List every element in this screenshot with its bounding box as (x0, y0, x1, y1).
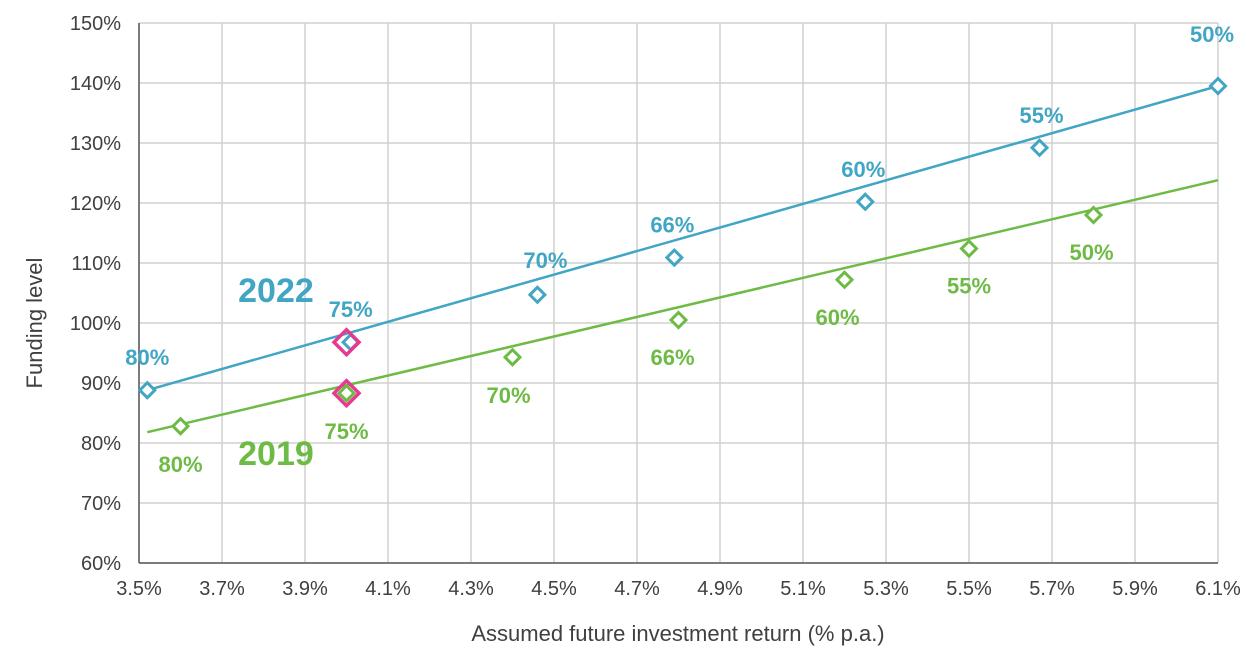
data-point-2019 (959, 238, 979, 259)
data-label-2019: 55% (947, 274, 991, 299)
x-tick-label: 4.3% (448, 578, 494, 600)
data-point-2022 (855, 192, 875, 212)
axes: 3.5% 3.7% 3.9% 4.1% 4.3% 4.5% 4.7% 4.9% 5.1% 5.3%… (70, 13, 1241, 600)
series-layer (137, 76, 1228, 436)
x-tick-label: 5.5% (946, 578, 992, 600)
x-tick-label: 4.7% (614, 578, 660, 600)
data-point-2022 (664, 247, 684, 268)
y-tick-label: 60% (81, 553, 121, 575)
y-tick-label: 70% (81, 493, 121, 515)
data-label-2022: 60% (841, 157, 885, 182)
y-axis-title: Funding level (22, 258, 47, 389)
x-tick-label: 3.9% (282, 578, 328, 600)
x-tick-label: 5.7% (1029, 578, 1075, 600)
x-tick-label: 6.1% (1195, 578, 1241, 600)
data-label-2022: 70% (523, 248, 567, 273)
data-point-2019 (170, 416, 191, 436)
point-labels: 80% 75% 70% 66% 60% 55% 50% 80% 75% 70% 66% 60% 55% 5… (125, 22, 1234, 477)
x-tick-label: 5.9% (1112, 578, 1158, 600)
data-point-2022 (137, 380, 157, 400)
y-tick-label: 80% (81, 433, 121, 455)
data-point-2019 (336, 383, 357, 403)
series-name-2019: 2019 (238, 435, 314, 473)
y-tick-label: 110% (71, 253, 121, 275)
data-point-2022 (1029, 138, 1050, 158)
data-label-2022: 66% (650, 213, 694, 238)
highlight-marker (331, 327, 362, 358)
data-label-2019: 70% (486, 383, 530, 408)
data-label-2022: 80% (125, 345, 169, 370)
data-point-2022 (527, 285, 548, 305)
y-tick-label: 120% (70, 193, 121, 215)
y-tick-label: 150% (70, 13, 121, 35)
data-label-2022: 55% (1020, 103, 1064, 128)
data-label-2019: 80% (158, 452, 202, 477)
data-label-2022: 50% (1190, 22, 1234, 47)
data-point-2019 (502, 347, 523, 367)
x-tick-label: 4.9% (697, 578, 743, 600)
x-tick-label: 4.1% (365, 578, 411, 600)
data-label-2022: 75% (329, 297, 373, 322)
highlight-marker (331, 378, 362, 409)
series-line-2022 (146, 84, 1219, 392)
x-axis-title: Assumed future investment return (% p.a.… (471, 621, 884, 646)
data-point-2019 (1083, 205, 1104, 225)
data-label-2019: 75% (324, 419, 368, 444)
series-name-2022: 2022 (238, 272, 314, 310)
data-point-2019 (834, 270, 855, 290)
x-tick-label: 5.1% (780, 578, 826, 600)
y-tick-label: 100% (70, 313, 121, 335)
data-point-2019 (668, 310, 689, 330)
data-point-2022 (1208, 76, 1228, 96)
series-line-2019 (147, 178, 1219, 434)
x-tick-label: 5.3% (863, 578, 909, 600)
x-tick-label: 3.7% (199, 578, 245, 600)
x-tick-label: 3.5% (116, 578, 162, 600)
data-label-2019: 66% (650, 345, 694, 370)
y-tick-label: 140% (70, 73, 121, 95)
y-tick-label: 90% (81, 373, 121, 395)
data-label-2019: 50% (1069, 240, 1113, 265)
x-tick-label: 4.5% (531, 578, 577, 600)
y-tick-label: 130% (70, 133, 121, 155)
data-label-2019: 60% (815, 305, 859, 330)
